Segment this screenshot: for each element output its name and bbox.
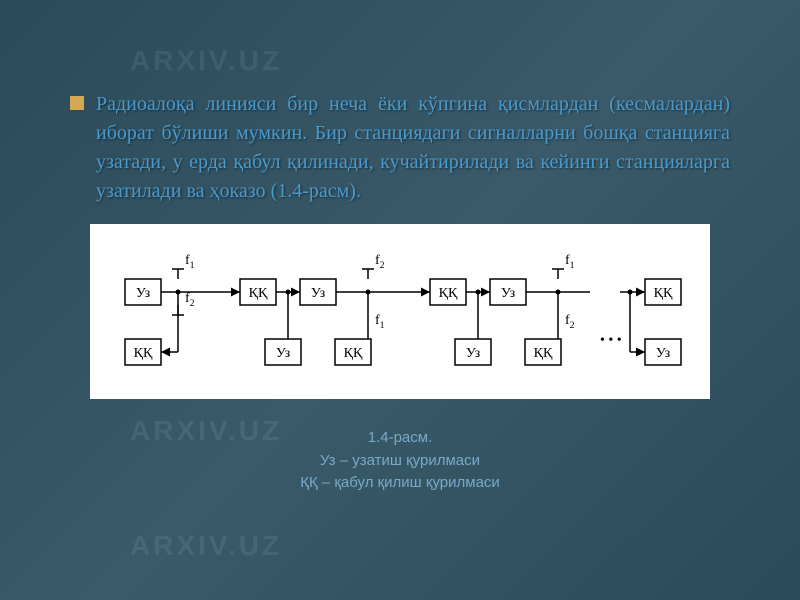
- svg-text:f1: f1: [565, 253, 575, 271]
- bullet-square: [70, 96, 84, 110]
- svg-text:f1: f1: [375, 313, 385, 331]
- figure-caption: 1.4-расм. Уз – узатиш қурилмаси ҚҚ – қаб…: [70, 427, 730, 495]
- svg-text:ҚҚ: ҚҚ: [534, 346, 553, 361]
- watermark: ARXIV.UZ: [130, 530, 282, 562]
- svg-text:ҚҚ: ҚҚ: [134, 346, 153, 361]
- svg-text:ҚҚ: ҚҚ: [439, 286, 458, 301]
- svg-text:ҚҚ: ҚҚ: [654, 286, 673, 301]
- svg-text:f2: f2: [565, 313, 575, 331]
- caption-line1: 1.4-расм.: [368, 429, 433, 446]
- svg-text:Уз: Уз: [656, 346, 671, 361]
- bullet-paragraph: Радиоалоқа линияси бир неча ёки кўпгина …: [70, 90, 730, 206]
- slide-content: Радиоалоқа линияси бир неча ёки кўпгина …: [0, 0, 800, 495]
- main-text: Радиоалоқа линияси бир неча ёки кўпгина …: [96, 90, 730, 206]
- block-diagram: Уз ҚҚ ҚҚ Уз Уз ҚҚ ҚҚ Уз Уз ҚҚ ҚҚ Уз f1 f2 f2 f1 f1 f2 • • …: [90, 224, 710, 399]
- caption-line2: Уз – узатиш қурилмаси: [70, 450, 730, 473]
- svg-text:Уз: Уз: [466, 346, 481, 361]
- caption-line3: ҚҚ – қабул қилиш қурилмаси: [70, 472, 730, 495]
- svg-text:Уз: Уз: [501, 286, 516, 301]
- svg-text:f2: f2: [185, 291, 195, 309]
- svg-text:• • •: • • •: [600, 333, 622, 348]
- svg-text:f2: f2: [375, 253, 385, 271]
- svg-text:f1: f1: [185, 253, 195, 271]
- svg-text:ҚҚ: ҚҚ: [344, 346, 363, 361]
- svg-text:Уз: Уз: [136, 286, 151, 301]
- svg-text:ҚҚ: ҚҚ: [249, 286, 268, 301]
- svg-text:Уз: Уз: [276, 346, 291, 361]
- svg-text:Уз: Уз: [311, 286, 326, 301]
